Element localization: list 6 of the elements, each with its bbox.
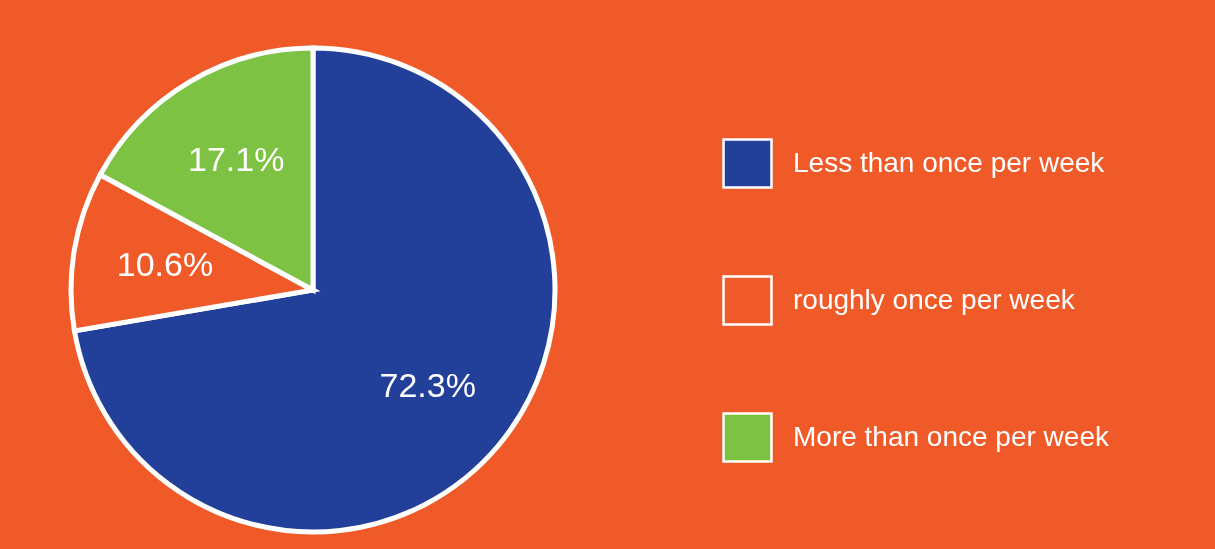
data-label: 17.1% [188,140,285,179]
data-label: 10.6% [116,244,214,283]
data-label: 72.3% [379,365,476,404]
legend-label: Less than once per week [793,146,1106,178]
legend-label: More than once per week [793,420,1110,452]
legend-label: roughly once per week [793,283,1076,315]
